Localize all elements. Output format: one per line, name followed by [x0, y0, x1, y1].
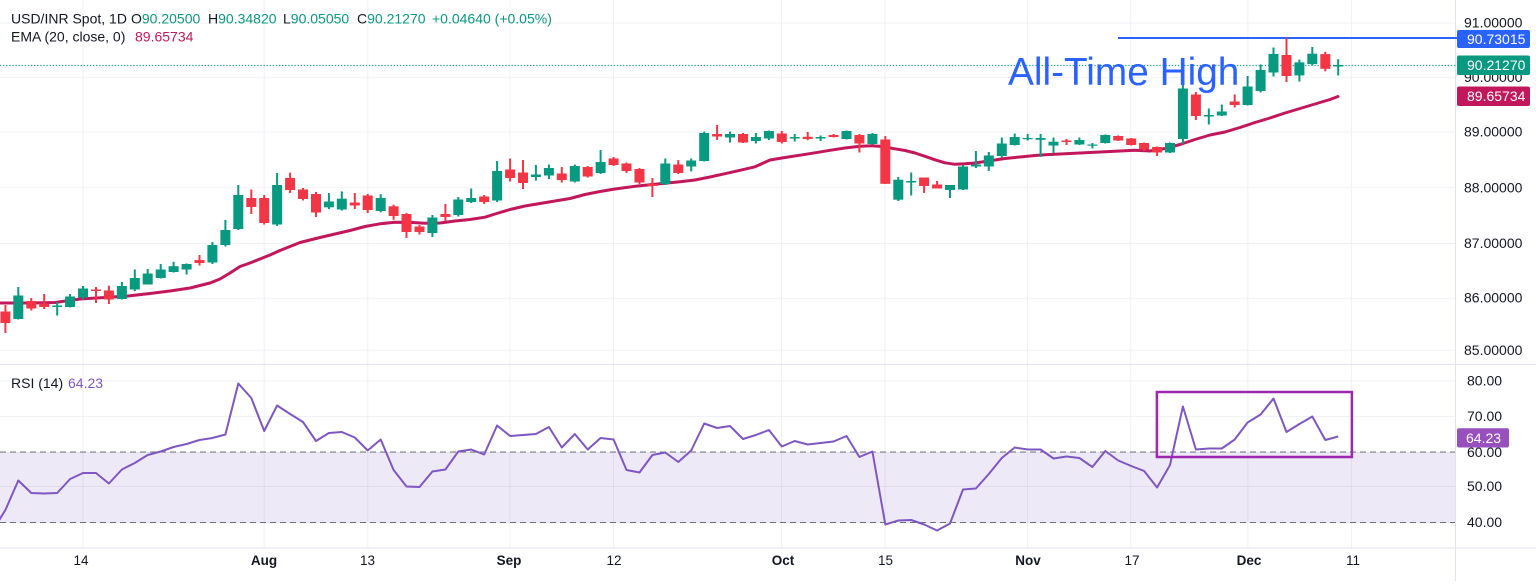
svg-text:89.00000: 89.00000	[1464, 124, 1523, 140]
svg-text:64.23: 64.23	[68, 375, 103, 391]
svg-text:12: 12	[606, 553, 621, 568]
svg-text:88.00000: 88.00000	[1464, 179, 1523, 195]
svg-text:86.00000: 86.00000	[1464, 290, 1523, 306]
svg-text:11: 11	[1346, 553, 1360, 568]
svg-text:87.00000: 87.00000	[1464, 235, 1523, 251]
svg-text:60.00: 60.00	[1467, 444, 1502, 460]
svg-text:80.00: 80.00	[1467, 373, 1502, 389]
svg-text:Oct: Oct	[772, 553, 795, 568]
svg-text:14: 14	[73, 553, 89, 568]
svg-text:40.00: 40.00	[1467, 514, 1502, 530]
svg-text:All-Time High: All-Time High	[1008, 51, 1239, 94]
svg-text:85.00000: 85.00000	[1464, 342, 1523, 358]
svg-text:90.73015: 90.73015	[1467, 31, 1526, 47]
svg-text:Nov: Nov	[1015, 553, 1041, 568]
svg-text:91.00000: 91.00000	[1464, 15, 1523, 31]
svg-text:50.00: 50.00	[1467, 478, 1502, 494]
svg-text:15: 15	[878, 553, 893, 568]
svg-text:C90.21270: C90.21270	[357, 11, 426, 27]
svg-text:70.00: 70.00	[1467, 408, 1502, 424]
svg-text:L90.05050: L90.05050	[283, 11, 349, 27]
svg-text:89.65734: 89.65734	[135, 29, 194, 45]
svg-text:13: 13	[360, 553, 375, 568]
svg-text:90.21270: 90.21270	[1467, 57, 1526, 73]
svg-text:64.23: 64.23	[1466, 430, 1501, 446]
svg-text:Dec: Dec	[1237, 553, 1262, 568]
svg-text:USD/INR Spot, 1D: USD/INR Spot, 1D	[11, 11, 127, 27]
svg-text:Aug: Aug	[251, 553, 277, 568]
svg-text:RSI (14): RSI (14)	[11, 375, 63, 391]
svg-text:Sep: Sep	[497, 553, 522, 568]
svg-text:+0.04640 (+0.05%): +0.04640 (+0.05%)	[432, 11, 552, 27]
svg-text:H90.34820: H90.34820	[208, 11, 277, 27]
svg-text:89.65734: 89.65734	[1467, 88, 1526, 104]
svg-text:O90.20500: O90.20500	[131, 11, 200, 27]
svg-text:EMA (20, close, 0): EMA (20, close, 0)	[11, 29, 125, 45]
svg-text:17: 17	[1124, 553, 1139, 568]
